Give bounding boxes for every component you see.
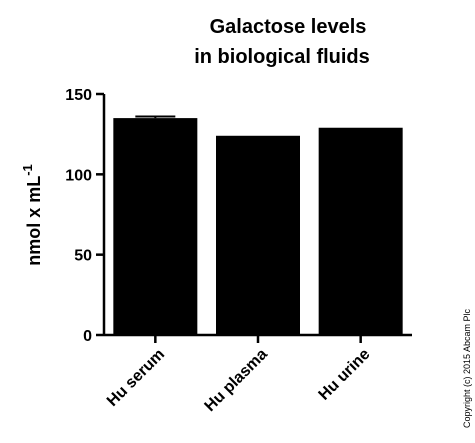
y-axis-label: nmol x mL-1 (20, 164, 44, 266)
x-axis: Hu serum Hu plasma Hu urine (104, 333, 412, 415)
y-axis: 0 50 100 150 (65, 87, 106, 345)
chart-title-line-2: in biological fluids (194, 46, 370, 68)
chart-title-line-1: Galactose levels (210, 16, 367, 38)
bar-hu-plasma (216, 135, 300, 335)
y-tick-label: 150 (65, 87, 92, 104)
y-tick-label: 50 (74, 248, 92, 265)
bars (113, 115, 403, 336)
bar-hu-urine (318, 127, 403, 336)
bar-hu-serum (113, 118, 198, 335)
x-tick-label: Hu urine (316, 346, 374, 404)
x-tick-label: Hu serum (104, 346, 168, 410)
y-axis-label-superscript: -1 (20, 164, 35, 176)
y-tick-label: 0 (83, 328, 92, 345)
y-tick-label: 100 (65, 167, 92, 184)
copyright-notice: Copyright (c) 2015 Abcam Plc (462, 308, 472, 428)
y-axis-label-text: nmol x mL (24, 176, 44, 266)
x-tick-label: Hu plasma (202, 346, 271, 415)
